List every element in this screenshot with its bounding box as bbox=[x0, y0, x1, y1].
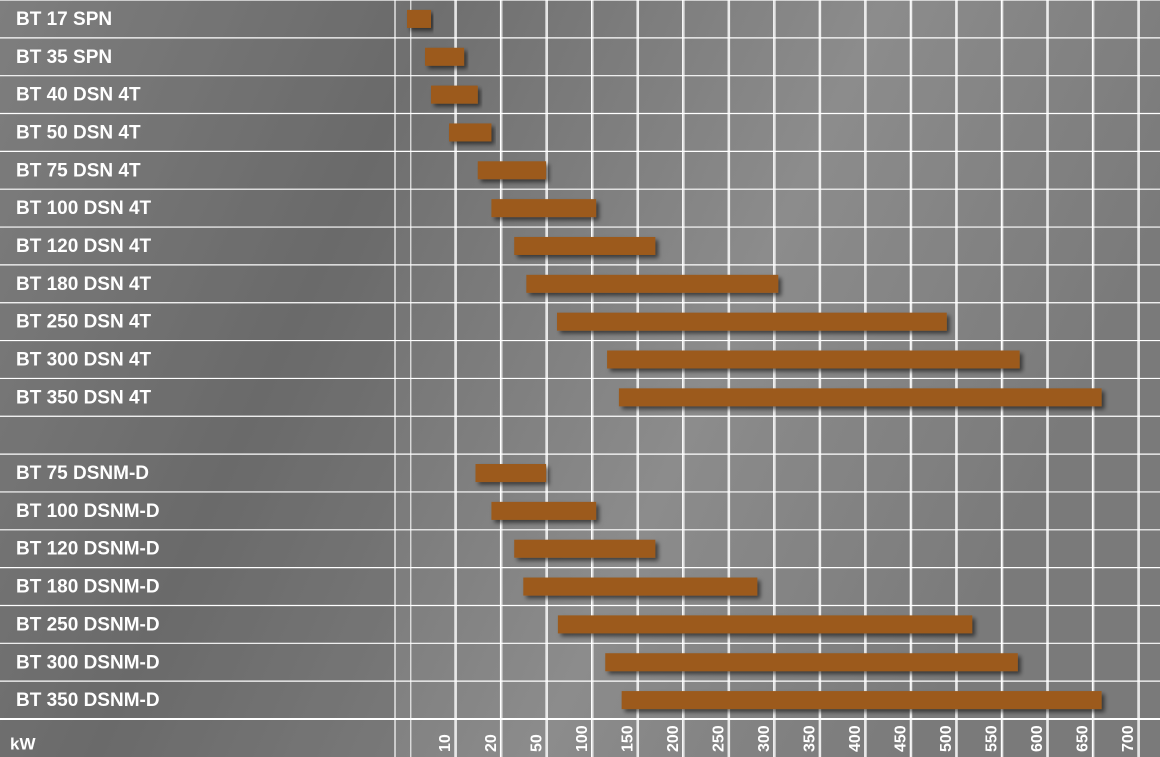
bar bbox=[523, 577, 758, 596]
x-tick-label: 300 bbox=[756, 725, 773, 752]
bar bbox=[431, 85, 478, 104]
x-tick-label: 10 bbox=[437, 734, 454, 752]
bar bbox=[407, 9, 431, 28]
row-label: BT 180 DSN 4T bbox=[16, 274, 152, 295]
row-label: BT 180 DSNM-D bbox=[16, 577, 160, 598]
bar bbox=[477, 161, 547, 180]
x-tick-label: 200 bbox=[665, 725, 682, 752]
row-label: BT 300 DSNM-D bbox=[16, 652, 160, 673]
x-tick-label: 650 bbox=[1075, 725, 1092, 752]
bar bbox=[557, 615, 973, 634]
bar bbox=[475, 464, 547, 483]
row-label: BT 35 SPN bbox=[16, 47, 112, 68]
x-tick-label: 100 bbox=[574, 725, 591, 752]
row-label: BT 350 DSNM-D bbox=[16, 690, 160, 711]
row-label: BT 17 SPN bbox=[16, 9, 112, 30]
bar bbox=[491, 199, 597, 218]
bar bbox=[621, 691, 1102, 710]
row-label: BT 120 DSNM-D bbox=[16, 539, 160, 560]
row-label: BT 120 DSN 4T bbox=[16, 236, 152, 257]
row-label: BT 50 DSN 4T bbox=[16, 122, 141, 143]
bar bbox=[605, 653, 1018, 672]
x-tick-label: 700 bbox=[1120, 725, 1137, 752]
x-tick-label: 400 bbox=[847, 725, 864, 752]
x-tick-label: 250 bbox=[710, 725, 727, 752]
x-tick-label: 550 bbox=[984, 725, 1001, 752]
row-label: BT 40 DSN 4T bbox=[16, 85, 141, 106]
row-label: BT 350 DSN 4T bbox=[16, 387, 152, 408]
x-tick-label: 150 bbox=[619, 725, 636, 752]
x-tick-label: 500 bbox=[938, 725, 955, 752]
x-tick-label: 350 bbox=[801, 725, 818, 752]
bar bbox=[618, 388, 1102, 407]
bar bbox=[607, 350, 1020, 369]
x-axis-label: kW bbox=[10, 734, 36, 753]
row-label: BT 100 DSN 4T bbox=[16, 198, 152, 219]
bar bbox=[526, 274, 779, 293]
bar bbox=[425, 47, 465, 66]
row-label: BT 250 DSNM-D bbox=[16, 614, 160, 635]
bar bbox=[449, 123, 492, 142]
row-label: BT 100 DSNM-D bbox=[16, 501, 160, 522]
x-tick-label: 600 bbox=[1029, 725, 1046, 752]
row-label: BT 75 DSNM-D bbox=[16, 463, 149, 484]
bar bbox=[514, 236, 656, 255]
bar bbox=[491, 501, 597, 520]
x-tick-label: 20 bbox=[483, 734, 500, 752]
row-label: BT 250 DSN 4T bbox=[16, 312, 152, 333]
bar bbox=[514, 539, 656, 558]
row-label: BT 300 DSN 4T bbox=[16, 350, 152, 371]
x-tick-label: 50 bbox=[528, 734, 545, 752]
bar bbox=[556, 312, 947, 331]
row-label: BT 75 DSN 4T bbox=[16, 160, 141, 181]
x-tick-label: 450 bbox=[893, 725, 910, 752]
